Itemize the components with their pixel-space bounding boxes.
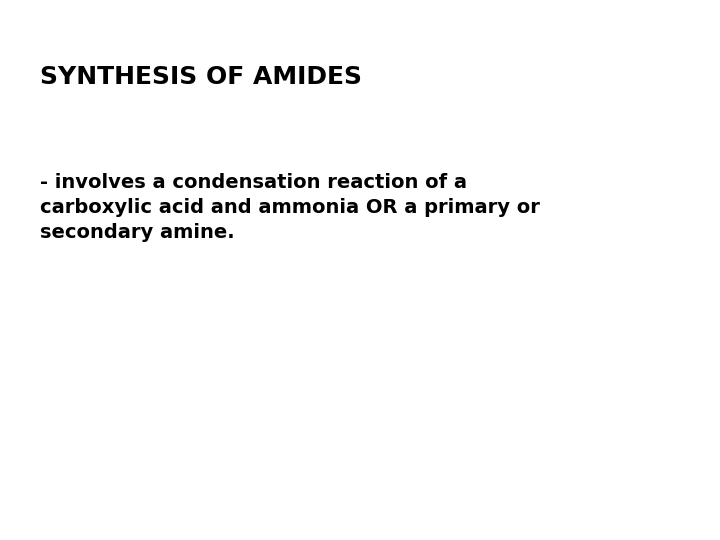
Text: SYNTHESIS OF AMIDES: SYNTHESIS OF AMIDES [40,65,361,89]
Text: - involves a condensation reaction of a
carboxylic acid and ammonia OR a primary: - involves a condensation reaction of a … [40,173,539,242]
